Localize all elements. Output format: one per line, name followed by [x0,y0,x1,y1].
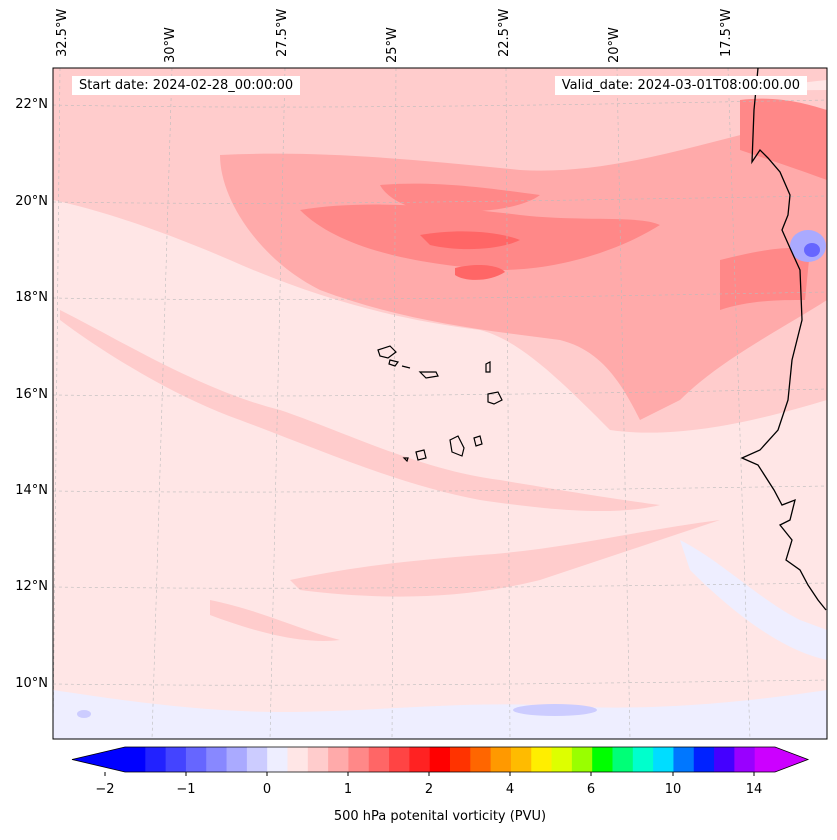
colorbar-swatch [226,747,248,772]
pv-negative-patch [77,710,91,718]
colorbar-swatch [754,747,776,772]
pv-contour-band [455,265,505,280]
colorbar-tick: 4 [505,782,515,797]
pv-negative-patch [513,704,597,716]
lon-label: 32.5°W [55,8,70,57]
colorbar-swatch [185,747,207,772]
pv-negative-patch [804,243,820,257]
lon-label: 30°W [163,27,178,63]
colorbar-swatch [592,747,613,772]
pv-contour-band [740,98,827,180]
colorbar-swatch [734,747,756,772]
colorbar-swatch [714,747,735,772]
colorbar-swatch [307,747,329,772]
colorbar-swatch [348,747,370,772]
colorbar-swatch [368,747,390,772]
colorbar-swatch [571,747,593,772]
coastline [740,68,827,611]
colorbar-swatch [653,747,674,772]
lon-label: 22.5°W [497,8,512,57]
pv-contour-band [720,248,810,310]
colorbar-swatch [450,747,471,772]
colorbar-outline [71,746,810,773]
colorbar-swatch [246,747,268,772]
colorbar-tick: 0 [262,782,272,797]
colorbar-min-arrow [72,747,125,772]
colorbar-swatch [632,747,654,772]
colorbar-swatch [693,747,715,772]
lon-label: 20°W [607,27,622,63]
lat-label: 12°N [15,579,48,594]
colorbar-swatch [206,747,228,772]
lon-label: 17.5°W [719,8,734,57]
colorbar-label: 500 hPa potenital vorticity (PVU) [333,809,547,824]
colorbar-swatch [531,747,553,772]
lat-label: 10°N [15,676,48,691]
map-frame [52,67,828,740]
lon-label: 27.5°W [275,8,290,57]
lat-label: 22°N [15,97,48,112]
pv-contour-band [420,231,520,250]
colorbar-swatch [551,747,573,772]
colorbar-swatch [165,747,187,772]
colorbar-swatch [673,747,695,772]
colorbar-tick: 14 [745,782,763,797]
colorbar-swatch [612,747,634,772]
pv-contour-band [680,540,827,660]
pv-contour-band [210,600,340,641]
colorbar-swatch [510,747,532,772]
colorbar-swatch [267,747,288,772]
pv-contour-band [380,183,540,212]
pv-contour-band [290,520,720,597]
colorbar-swatch [328,747,349,772]
colorbar-tick: −2 [95,782,115,797]
cape-verde-islands [377,345,503,463]
colorbar-swatch [470,747,492,772]
colorbar [71,746,810,776]
lat-label: 20°N [15,194,48,209]
colorbar-swatch [429,747,451,772]
colorbar-tick: −1 [176,782,196,797]
graticule [53,68,827,739]
colorbar-swatch [409,747,431,772]
colorbar-tick: 10 [664,782,682,797]
lat-label: 14°N [15,483,48,498]
colorbar-swatch [125,747,146,772]
colorbar-swatch [389,747,410,772]
colorbar-tick: 2 [424,782,434,797]
colorbar-tick: 6 [586,782,596,797]
lon-label: 25°W [385,27,400,63]
colorbar-swatch [287,747,309,772]
lat-label: 16°N [15,387,48,402]
colorbar-swatch [490,747,512,772]
valid-date-label: Valid_date: 2024-03-01T08:00:00.00 [554,76,807,95]
lat-label: 18°N [15,290,48,305]
start-date-label: Start date: 2024-02-28_00:00:00 [72,76,301,95]
colorbar-tick: 1 [343,782,353,797]
map-field [53,68,827,739]
colorbar-max-arrow [775,747,808,772]
pv-contour-band [220,120,827,420]
pv-contour-band [53,690,827,739]
colorbar-swatch [145,747,167,772]
